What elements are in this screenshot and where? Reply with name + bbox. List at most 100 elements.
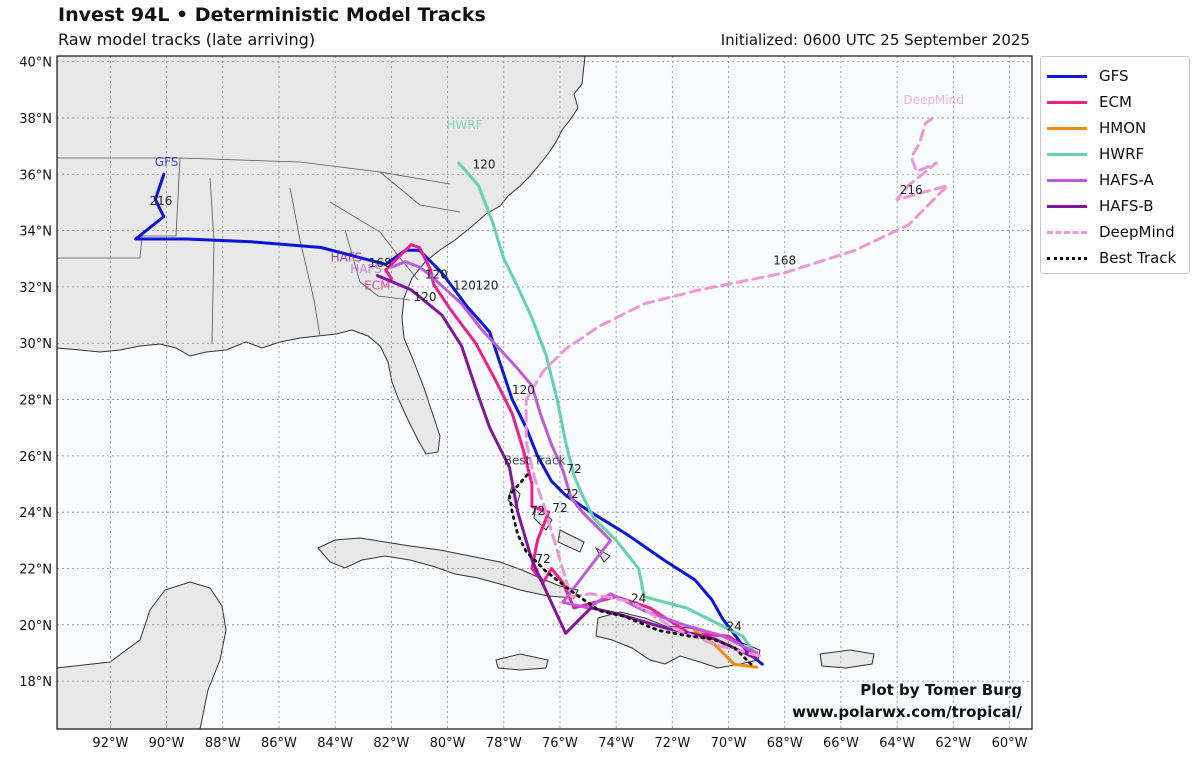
track-name-label: HAFS bbox=[350, 262, 382, 276]
lat-tick-label: 24°N bbox=[19, 506, 52, 521]
legend-label: HAFS-B bbox=[1099, 197, 1154, 215]
legend-item: GFS bbox=[1047, 63, 1129, 89]
track-hour-label: 216 bbox=[900, 183, 923, 197]
track-gfs bbox=[134, 172, 764, 666]
track-name-label: HWRF bbox=[446, 118, 482, 132]
lon-tick-label: 76°W bbox=[542, 736, 578, 751]
legend-swatch bbox=[1047, 204, 1087, 208]
longitude-labels: 92°W 90°W 88°W 86°W 84°W 82°W 80°W 78°W 76°W 74°W… bbox=[92, 736, 1027, 751]
track-hour-label: 72 bbox=[552, 501, 567, 515]
border-1 bbox=[57, 157, 451, 185]
track-time-labels: 2161681207212072721207212012072120242416… bbox=[150, 93, 964, 634]
legend-label: GFS bbox=[1099, 67, 1129, 85]
legend-swatch bbox=[1047, 256, 1087, 260]
legend: GFS ECM HMON HWRF HAFS-A HAFS-B DeepMind Best T… bbox=[1040, 56, 1190, 274]
lat-tick-label: 40°N bbox=[19, 56, 52, 71]
legend-swatch bbox=[1047, 152, 1087, 156]
lon-tick-label: 90°W bbox=[149, 736, 185, 751]
lon-tick-label: 78°W bbox=[486, 736, 522, 751]
track-name-label: ECM bbox=[364, 279, 390, 293]
map-subtitle: Raw model tracks (late arriving) bbox=[58, 30, 316, 49]
track-hour-label: 120 bbox=[475, 279, 498, 293]
lon-tick-label: 82°W bbox=[373, 736, 409, 751]
legend-swatch bbox=[1047, 74, 1087, 78]
lat-tick-label: 34°N bbox=[19, 225, 52, 240]
lon-tick-label: 72°W bbox=[654, 736, 690, 751]
legend-swatch bbox=[1047, 230, 1087, 234]
track-hour-label: 120 bbox=[414, 290, 437, 304]
legend-item: HWRF bbox=[1047, 141, 1144, 167]
legend-swatch bbox=[1047, 126, 1087, 130]
track-hour-label: 72 bbox=[566, 462, 581, 476]
lon-tick-label: 86°W bbox=[261, 736, 297, 751]
legend-item: DeepMind bbox=[1047, 219, 1175, 245]
track-hour-label: 120 bbox=[453, 279, 476, 293]
track-name-label: HAFS bbox=[331, 251, 363, 265]
lat-lon-grid bbox=[57, 56, 1032, 729]
track-hour-label: 72 bbox=[564, 487, 579, 501]
lon-tick-label: 68°W bbox=[767, 736, 803, 751]
legend-item: HMON bbox=[1047, 115, 1146, 141]
jamaica-island bbox=[495, 653, 549, 671]
track-hwrf bbox=[457, 161, 759, 658]
initialized-time: Initialized: 0600 UTC 25 September 2025 bbox=[720, 31, 1030, 49]
track-hour-label: 24 bbox=[631, 591, 646, 605]
lat-tick-label: 36°N bbox=[19, 168, 52, 183]
lon-tick-label: 74°W bbox=[598, 736, 634, 751]
track-hour-label: 72 bbox=[535, 552, 550, 566]
lon-tick-label: 88°W bbox=[205, 736, 241, 751]
legend-label: HMON bbox=[1099, 119, 1147, 137]
track-hour-label: 168 bbox=[773, 253, 796, 267]
legend-item: HAFS-B bbox=[1047, 193, 1154, 219]
map-title: Invest 94L • Deterministic Model Tracks bbox=[58, 4, 486, 26]
legend-item: Best Track bbox=[1047, 245, 1176, 271]
legend-item: HAFS-A bbox=[1047, 167, 1154, 193]
track-name-label: DeepMind bbox=[903, 93, 964, 107]
lon-tick-label: 80°W bbox=[430, 736, 466, 751]
legend-label: DeepMind bbox=[1099, 223, 1175, 241]
lat-tick-label: 38°N bbox=[19, 112, 52, 127]
track-hour-label: 120 bbox=[512, 383, 535, 397]
border-5 bbox=[329, 201, 419, 281]
border-2 bbox=[57, 157, 181, 259]
lat-tick-label: 32°N bbox=[19, 281, 52, 296]
track-hour-label: 72 bbox=[530, 504, 545, 518]
lat-tick-label: 28°N bbox=[19, 394, 52, 409]
legend-label: HWRF bbox=[1099, 145, 1145, 163]
model-tracks bbox=[134, 113, 950, 669]
legend-label: ECM bbox=[1099, 93, 1132, 111]
credit-url: www.polarwx.com/tropical/ bbox=[792, 703, 1022, 721]
yucatan-peninsula bbox=[56, 581, 227, 730]
latitude-labels: 40°N 38°N 36°N 34°N 32°N 30°N 28°N 26°N 24°N 22°N… bbox=[19, 56, 52, 690]
legend-swatch bbox=[1047, 100, 1087, 104]
border-7 bbox=[379, 171, 461, 213]
lat-tick-label: 20°N bbox=[19, 619, 52, 634]
lat-tick-label: 30°N bbox=[19, 337, 52, 352]
lon-tick-label: 62°W bbox=[935, 736, 971, 751]
track-hour-label: 120 bbox=[425, 267, 448, 281]
lon-tick-label: 70°W bbox=[711, 736, 747, 751]
lon-tick-label: 92°W bbox=[92, 736, 128, 751]
cuba-island bbox=[317, 537, 579, 599]
track-hour-label: 120 bbox=[473, 158, 496, 172]
lat-tick-label: 22°N bbox=[19, 562, 52, 577]
legend-item: ECM bbox=[1047, 89, 1132, 115]
map-frame bbox=[56, 55, 1033, 730]
us-mainland bbox=[56, 55, 586, 455]
legend-label: HAFS-A bbox=[1099, 171, 1154, 189]
track-deepmind bbox=[524, 113, 950, 658]
track-hour-label: 168 bbox=[369, 256, 392, 270]
lon-tick-label: 66°W bbox=[823, 736, 859, 751]
border-4 bbox=[289, 187, 321, 337]
lon-tick-label: 60°W bbox=[992, 736, 1028, 751]
lon-tick-label: 84°W bbox=[317, 736, 353, 751]
track-hafs-b bbox=[375, 274, 759, 661]
puerto-rico-island bbox=[819, 649, 875, 669]
legend-swatch bbox=[1047, 178, 1087, 182]
track-hafs-a bbox=[389, 260, 759, 655]
lat-tick-label: 26°N bbox=[19, 450, 52, 465]
track-name-label: GFS bbox=[155, 155, 179, 169]
track-best-track bbox=[508, 471, 753, 666]
credit-author: Plot by Tomer Burg bbox=[860, 681, 1022, 699]
